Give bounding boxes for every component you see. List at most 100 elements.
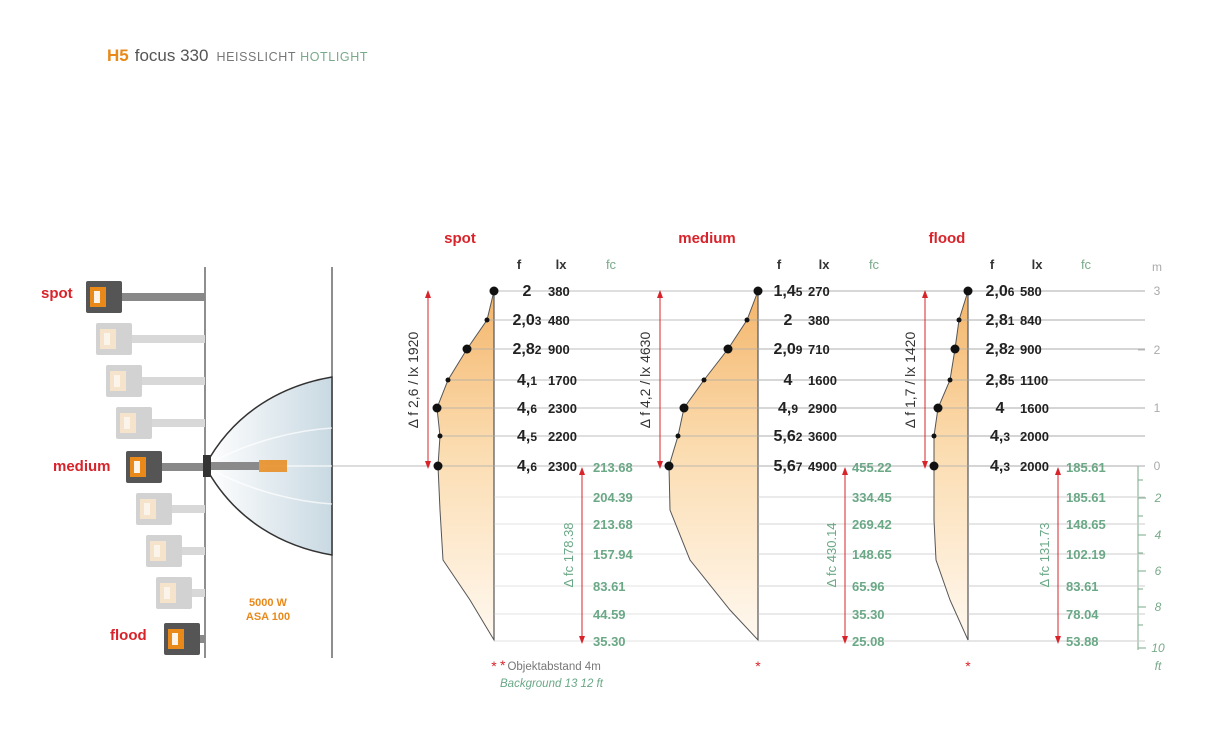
col-header-lx: lx xyxy=(1032,257,1044,272)
measure-point xyxy=(950,344,960,354)
scale-ft-tick-8: 8 xyxy=(1155,600,1162,614)
lx-value: 1100 xyxy=(1020,373,1048,388)
asterisk-marker: * xyxy=(755,658,761,674)
f-value: 4,3 xyxy=(990,458,1010,475)
fc-value: 213.68 xyxy=(593,517,633,532)
footnote-distance-text: Objektabstand 4m xyxy=(507,661,600,673)
delta-f-lx-label: Δ f 1,7 / lx 1420 xyxy=(902,332,918,429)
chart-title: medium xyxy=(678,230,736,247)
beam-profile xyxy=(436,290,495,642)
fc-value: 157.94 xyxy=(593,547,634,562)
lx-value: 2200 xyxy=(548,429,577,444)
lamp-label-spot: spot xyxy=(41,285,73,302)
model-code: H5 xyxy=(107,46,129,65)
measure-point xyxy=(445,377,451,383)
col-header-f: f xyxy=(777,257,782,272)
measure-point xyxy=(753,286,763,296)
asterisk-marker: * xyxy=(965,658,971,674)
f-value: 2,06 xyxy=(986,283,1015,300)
measure-point xyxy=(701,377,707,383)
fc-value: 65.96 xyxy=(852,579,885,594)
lamp-fixture-8 xyxy=(156,577,205,609)
lamp-fixture-4 xyxy=(116,407,205,439)
lamp-asa: ASA 100 xyxy=(246,611,290,623)
measure-point xyxy=(432,403,442,413)
f-value: 4,6 xyxy=(517,458,537,475)
chart-flood: flood f lx fc 2,06 580 2,81 840 2,82 900 2,85 1100 4… xyxy=(902,230,1145,674)
scale-unit-m: m xyxy=(1152,260,1162,274)
beam-profile xyxy=(933,290,969,641)
fc-value: 25.08 xyxy=(852,634,885,649)
lx-value: 1600 xyxy=(1020,401,1049,416)
scale-ft-tick-4: 4 xyxy=(1155,528,1162,542)
fc-value: 53.88 xyxy=(1066,634,1099,649)
measure-point xyxy=(679,403,689,413)
label-hotlight: HOTLIGHT xyxy=(300,50,369,64)
delta-fc-label: Δ fc 131.73 xyxy=(1037,522,1052,587)
lx-value: 2300 xyxy=(548,459,577,474)
f-value: 2 xyxy=(784,312,793,329)
scale-m-tick-2: 2 xyxy=(1154,343,1161,357)
measure-point xyxy=(744,317,750,323)
delta-f-lx-indicator: Δ f 1,7 / lx 1420 xyxy=(902,290,928,469)
lx-value: 270 xyxy=(808,284,830,299)
lamp-rod-medium xyxy=(203,455,287,477)
fc-value: 334.45 xyxy=(852,490,892,505)
lx-value: 3600 xyxy=(808,429,837,444)
measure-point xyxy=(931,433,937,439)
delta-fc-indicator: Δ fc 131.73 xyxy=(1037,467,1061,644)
lx-value: 480 xyxy=(548,313,570,328)
fc-value: 148.65 xyxy=(1066,517,1106,532)
model-name: focus 330 xyxy=(134,46,209,65)
col-header-fc: fc xyxy=(606,257,617,272)
footnote-background: Background 13 12 ft xyxy=(500,678,604,690)
lx-value: 2900 xyxy=(808,401,837,416)
lx-value: 380 xyxy=(548,284,570,299)
lx-value: 1700 xyxy=(548,373,577,388)
f-value: 5,62 xyxy=(774,428,803,445)
measure-point xyxy=(489,286,499,296)
fc-value: 213.68 xyxy=(593,460,633,475)
measure-point xyxy=(929,461,939,471)
f-value: 4,1 xyxy=(517,372,537,389)
fc-value: 269.42 xyxy=(852,517,892,532)
footnote: * Objektabstand 4m Background 13 12 ft xyxy=(500,657,604,690)
f-value: 2,82 xyxy=(986,341,1015,358)
measure-point xyxy=(433,461,443,471)
fc-value: 83.61 xyxy=(593,579,626,594)
f-value: 4,3 xyxy=(990,428,1010,445)
measure-point xyxy=(723,344,733,354)
measure-point xyxy=(675,433,681,439)
fc-value: 35.30 xyxy=(852,607,885,622)
lx-value: 580 xyxy=(1020,284,1042,299)
footnote-distance: * Objektabstand 4m xyxy=(500,657,601,673)
measure-point xyxy=(933,403,943,413)
measure-point xyxy=(462,344,472,354)
scale-ft-tick-10: 10 xyxy=(1151,641,1165,655)
f-value: 1,45 xyxy=(774,283,803,300)
scale-ft-tick-2: 2 xyxy=(1154,491,1162,505)
lamp-label-medium: medium xyxy=(53,458,111,475)
lamp-fixture-3 xyxy=(106,365,205,397)
fc-value: 35.30 xyxy=(593,634,626,649)
scale-ft-tick-6: 6 xyxy=(1155,564,1162,578)
fc-value: 204.39 xyxy=(593,490,633,505)
measure-point xyxy=(947,377,953,383)
measure-point xyxy=(437,433,443,439)
fc-value: 185.61 xyxy=(1066,460,1106,475)
lamp-fixture-9 xyxy=(164,623,205,655)
beam-profile xyxy=(668,290,759,642)
col-header-fc: fc xyxy=(1081,257,1092,272)
label-heisslicht: HEISSLICHT xyxy=(216,50,297,64)
f-value: 5,67 xyxy=(774,458,803,475)
delta-fc-indicator: Δ fc 430.14 xyxy=(824,467,848,644)
delta-fc-label: Δ fc 178.38 xyxy=(561,522,576,587)
fc-value: 44.59 xyxy=(593,607,626,622)
col-header-lx: lx xyxy=(556,257,568,272)
lamp-illustration: spot medium flood 5000 W ASA 100 xyxy=(41,267,430,658)
measure-point xyxy=(956,317,962,323)
lx-value: 1600 xyxy=(808,373,837,388)
f-value: 4,5 xyxy=(517,428,537,445)
measure-point xyxy=(484,317,490,323)
